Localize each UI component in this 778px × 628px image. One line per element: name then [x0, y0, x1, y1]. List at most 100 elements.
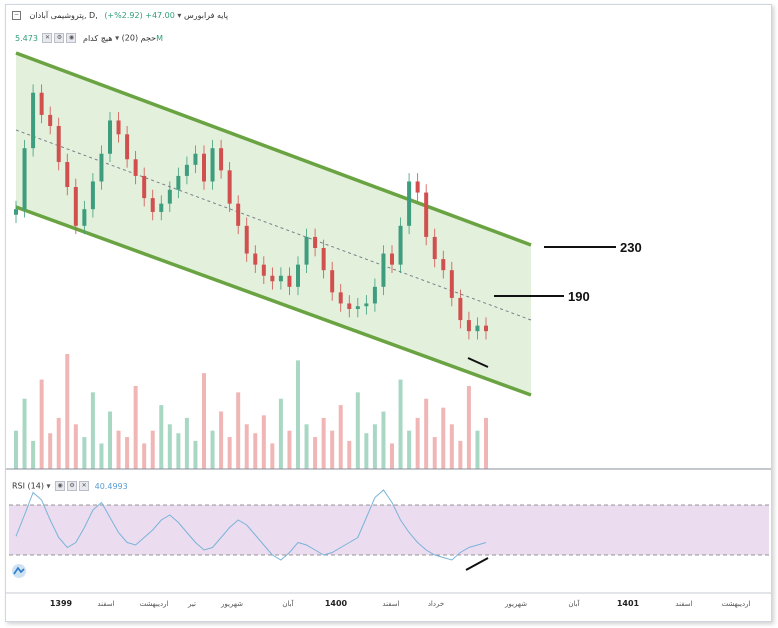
volume-legend[interactable]: حجم (20) ▾ هیچ کدام ◉⚙✕ 5.473M — [12, 33, 163, 43]
volume-bar — [398, 379, 403, 469]
volume-bar — [227, 437, 232, 469]
close-icon[interactable]: ✕ — [42, 33, 53, 43]
volume-bar — [253, 433, 258, 469]
candle-body — [407, 181, 412, 226]
volume-bar — [296, 360, 300, 469]
volume-bar — [244, 424, 249, 469]
eye-icon[interactable]: ◉ — [66, 33, 77, 43]
volume-indicator-name: حجم (20) — [121, 33, 157, 43]
candle-body — [441, 259, 446, 271]
candle-body — [304, 236, 309, 265]
candle-body — [65, 162, 70, 187]
symbol-header[interactable]: − پتروشیمی آبادان, D, پایه فرابورس ▾ 47.… — [12, 11, 228, 20]
volume-bar — [261, 415, 266, 469]
candle-body — [449, 270, 454, 298]
candle-body — [338, 292, 343, 304]
price-change: 47.00+ (2.92%+) — [104, 11, 175, 20]
volume-bars — [14, 354, 488, 469]
rsi-line — [15, 489, 487, 561]
volume-bar — [313, 437, 318, 469]
candle-body — [372, 286, 377, 304]
candle-body — [347, 303, 352, 309]
volume-bar — [39, 379, 44, 469]
volume-bar — [108, 411, 112, 469]
candle-body — [253, 253, 258, 265]
x-axis-tick-label: شهریور — [504, 600, 527, 608]
dropdown-chevron-icon[interactable]: ▾ — [177, 11, 182, 20]
x-axis-tick-label: اسفند — [382, 600, 399, 608]
volume-bar — [150, 430, 155, 469]
level-230-label: 230 — [620, 240, 642, 255]
channel-lower-line[interactable] — [15, 205, 532, 397]
candle-body — [321, 248, 326, 271]
candle-body — [244, 225, 249, 254]
settings-icon[interactable]: ⚙ — [67, 481, 78, 491]
candle-body — [261, 264, 266, 276]
volume-bar — [116, 430, 121, 469]
candle-body — [415, 181, 420, 193]
x-axis-tick-label: شهریور — [220, 600, 243, 608]
volume-bar — [236, 392, 241, 469]
candle-body — [176, 175, 181, 190]
candle-body — [108, 120, 112, 154]
candle-body — [458, 297, 463, 321]
candle-body — [150, 198, 155, 212]
level-190-label: 190 — [568, 289, 590, 304]
volume-label: هیچ کدام — [83, 33, 113, 43]
volume-bar — [424, 398, 429, 469]
volume-bar — [184, 417, 189, 469]
candle-body — [424, 192, 429, 237]
candle-body — [82, 209, 87, 226]
settings-icon[interactable]: ⚙ — [54, 33, 65, 43]
x-axis-tick-label: اردیبهشت — [722, 600, 751, 608]
volume-bar — [466, 385, 471, 469]
volume-value: 5.473M — [15, 33, 163, 43]
candle-body — [381, 253, 386, 287]
candle-body — [133, 159, 138, 176]
rsi-divergence-line[interactable] — [465, 557, 489, 571]
candle-body — [287, 275, 292, 287]
volume-bar — [193, 440, 198, 469]
candle-body — [236, 203, 241, 226]
volume-bar — [125, 437, 130, 469]
candle-body — [270, 275, 275, 282]
dropdown-chevron-icon[interactable]: ▾ — [46, 481, 51, 491]
candle-body — [125, 134, 130, 160]
candle-body — [278, 275, 283, 282]
volume-bar — [90, 392, 95, 469]
volume-bar — [142, 443, 147, 469]
x-axis-tick-label: 1400 — [325, 599, 348, 608]
volume-bar — [338, 405, 343, 469]
price-divergence-line[interactable] — [467, 357, 489, 368]
candle-body — [432, 236, 437, 260]
x-axis-tick-label: 1399 — [50, 599, 73, 608]
volume-bar — [202, 373, 206, 469]
candle-body — [484, 325, 488, 332]
rsi-value: 40.4993 — [94, 481, 128, 491]
candle-body — [210, 148, 215, 182]
candle-body — [39, 92, 44, 115]
rsi-legend[interactable]: RSI (14) ▾ ◉ ⚙ ✕ 40.4993 — [12, 481, 128, 491]
close-icon[interactable]: ✕ — [79, 481, 90, 491]
tradingview-logo-icon[interactable] — [12, 564, 26, 578]
candle-body — [184, 164, 189, 176]
candle-body — [31, 92, 36, 149]
symbol-title: پتروشیمی آبادان, D, پایه فرابورس — [29, 11, 229, 20]
chart-frame: 230 190 1399 اسفند اردیبهشت تیر شهریور آبان 14… — [5, 4, 772, 622]
volume-bar — [48, 433, 53, 469]
candle-body — [219, 148, 224, 171]
x-axis-tick-label: اردیبهشت — [140, 600, 169, 608]
candle-body — [330, 270, 335, 293]
dropdown-chevron-icon[interactable]: ▾ — [115, 33, 120, 43]
volume-bar — [347, 440, 352, 469]
collapse-icon[interactable]: − — [12, 11, 21, 20]
channel-upper-line[interactable] — [15, 51, 532, 247]
candle-body — [355, 306, 360, 309]
eye-icon[interactable]: ◉ — [55, 481, 66, 491]
candle-body — [99, 153, 104, 182]
volume-bar — [14, 430, 18, 469]
candle-body — [390, 253, 394, 265]
candle-body — [142, 175, 147, 199]
x-axis-tick-label: خرداد — [428, 600, 444, 608]
volume-bar — [449, 424, 454, 469]
